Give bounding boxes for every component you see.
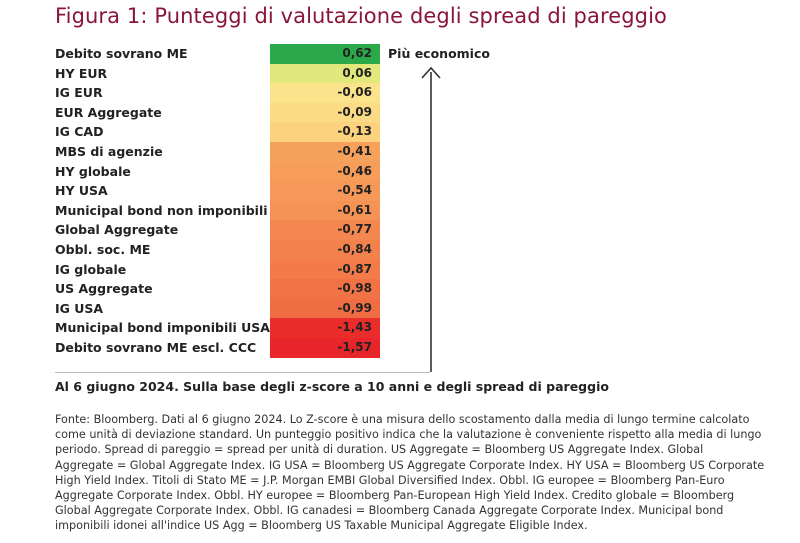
value-cell: -0,46 bbox=[270, 161, 380, 182]
value-cell: -0,77 bbox=[270, 220, 380, 240]
value-cell: -0,99 bbox=[270, 298, 380, 319]
row-label: Municipal bond non imponibili USA bbox=[55, 202, 301, 218]
row-label: EUR Aggregate bbox=[55, 104, 162, 120]
value-cells: 0,62 0,06 -0,06 -0,09 -0,13 -0,41 -0,46 -0,54 -0… bbox=[270, 44, 380, 358]
row-label: HY globale bbox=[55, 163, 131, 179]
value-cell: 0,62 bbox=[270, 44, 380, 64]
baseline-divider bbox=[55, 372, 430, 373]
row-label: HY USA bbox=[55, 183, 108, 199]
row-label: Debito sovrano ME bbox=[55, 46, 188, 61]
value-cell: 0,06 bbox=[270, 63, 380, 84]
row-label: IG globale bbox=[55, 261, 127, 277]
value-cell: -0,87 bbox=[270, 259, 380, 280]
value-cell: -0,54 bbox=[270, 181, 380, 201]
value-cell: -0,06 bbox=[270, 83, 380, 103]
row-label: Debito sovrano ME escl. CCC bbox=[55, 339, 257, 355]
row-label: IG EUR bbox=[55, 85, 103, 101]
value-cell: -1,57 bbox=[270, 337, 380, 358]
row-label: HY EUR bbox=[55, 65, 108, 81]
row-label: Municipal bond imponibili USA bbox=[55, 320, 270, 336]
row-label: Global Aggregate bbox=[55, 222, 179, 238]
value-cell: -1,43 bbox=[270, 318, 380, 338]
source-footnote: Fonte: Bloomberg. Dati al 6 giugno 2024.… bbox=[55, 413, 765, 533]
row-labels: Debito sovrano ME HY EUR IG EUR EUR Aggrega… bbox=[55, 44, 301, 358]
cheaper-label: Più economico bbox=[388, 46, 490, 61]
value-cell: -0,84 bbox=[270, 239, 380, 260]
up-arrow-icon bbox=[421, 66, 441, 372]
value-cell: -0,61 bbox=[270, 200, 380, 221]
value-cell: -0,09 bbox=[270, 102, 380, 123]
row-label: IG USA bbox=[55, 300, 104, 316]
value-cell: -0,41 bbox=[270, 141, 380, 162]
value-cell: -0,13 bbox=[270, 122, 380, 142]
row-label: Obbl. soc. ME bbox=[55, 241, 151, 257]
chart-title: Figura 1: Punteggi di valutazione degli … bbox=[55, 4, 667, 28]
row-label: MBS di agenzie bbox=[55, 143, 163, 159]
row-label: US Aggregate bbox=[55, 281, 153, 297]
value-cell: -0,98 bbox=[270, 279, 380, 299]
row-label: IG CAD bbox=[55, 124, 104, 140]
chart-note: Al 6 giugno 2024. Sulla base degli z-sco… bbox=[55, 379, 609, 394]
